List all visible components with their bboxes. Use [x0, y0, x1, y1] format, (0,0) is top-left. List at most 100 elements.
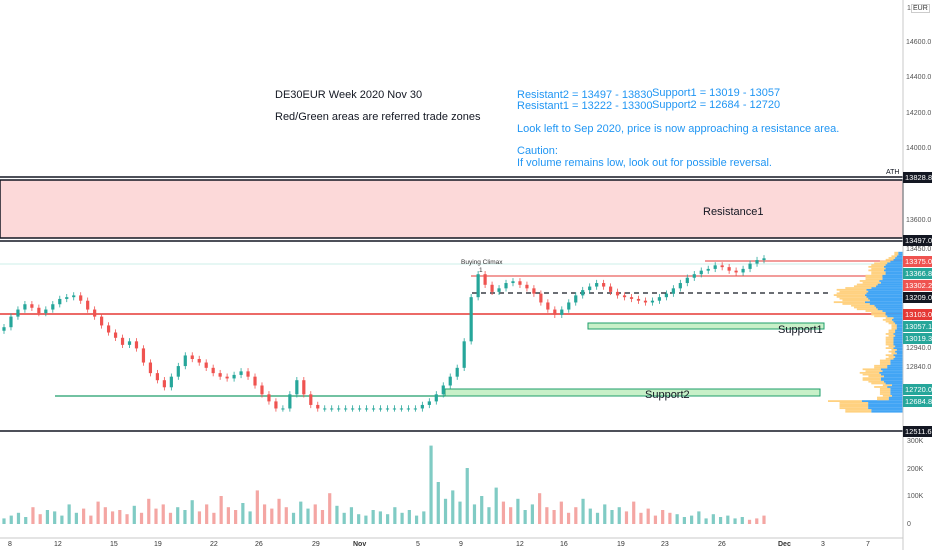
profile-bar-down: [879, 363, 891, 365]
profile-bar-up: [893, 341, 903, 344]
profile-bar-down: [882, 394, 892, 397]
profile-bar-up: [891, 384, 903, 387]
profile-bar-down: [836, 295, 867, 298]
profile-bar-up: [885, 267, 903, 270]
profile-bar-up: [893, 343, 903, 346]
profile-bar-down: [839, 401, 869, 404]
profile-bar-down: [856, 308, 878, 311]
x-tick: 7: [866, 541, 870, 548]
volume-bar: [255, 490, 259, 524]
profile-bar-up: [893, 333, 903, 335]
profile-bar-up: [891, 318, 903, 321]
candle-body: [364, 408, 369, 410]
candle-body: [511, 281, 515, 284]
candle-body: [650, 300, 655, 303]
profile-bar-down: [874, 315, 888, 318]
profile-bar-down: [879, 389, 891, 392]
profile-bar-up: [864, 294, 903, 296]
candle-body: [490, 284, 494, 292]
volume-bar: [299, 501, 303, 524]
profile-bar-up: [895, 350, 903, 353]
volume-bar: [313, 504, 317, 524]
candle-body: [685, 277, 689, 284]
volume-bar: [219, 496, 223, 524]
candle-body: [483, 274, 487, 285]
profile-bar-up: [882, 274, 903, 277]
profile-bar-up: [880, 281, 903, 284]
resistant2-text: Resistant2 = 13497 - 13830: [517, 89, 653, 101]
candle-body: [23, 304, 27, 310]
profile-bar-down: [882, 318, 892, 321]
candle-body: [169, 376, 173, 388]
profile-bar-down: [885, 343, 894, 346]
price-badge-support1-high: 13057.1: [903, 321, 932, 332]
profile-bar-down: [856, 283, 878, 286]
price-tick: 12940.0: [906, 345, 931, 352]
profile-bar-up: [896, 326, 903, 328]
volume-bar: [154, 508, 158, 524]
profile-bar-up: [885, 313, 903, 316]
profile-bar-down: [879, 361, 891, 364]
profile-bar-down: [888, 329, 896, 332]
top-tick: 1: [907, 5, 911, 12]
candle-body: [609, 286, 613, 292]
volume-bar: [168, 512, 173, 524]
volume-bar: [197, 511, 202, 524]
candle-body: [602, 283, 606, 287]
candle-body: [518, 281, 522, 285]
profile-bar-down: [836, 292, 867, 295]
candle-body: [622, 295, 627, 298]
candle-body: [406, 408, 411, 410]
candle-body: [476, 274, 480, 298]
volume-bar: [624, 511, 629, 524]
volume-bar: [9, 515, 13, 524]
profile-bar-up: [895, 345, 903, 348]
candle-body: [225, 376, 229, 379]
profile-bar-down: [862, 373, 881, 376]
profile-bar-down: [885, 341, 894, 344]
candle-body: [399, 408, 404, 410]
volume-bar: [443, 498, 448, 524]
volume-bar: [31, 507, 35, 524]
profile-bar-down: [891, 327, 897, 330]
candle-body: [539, 293, 543, 303]
volume-bar: [682, 517, 686, 524]
support1-zone: [587, 322, 825, 330]
volume-tick: 100K: [907, 493, 924, 500]
candle-body: [497, 288, 501, 292]
candle-body: [58, 298, 62, 305]
candle-body: [664, 293, 668, 298]
profile-bar-up: [890, 393, 903, 395]
candle-body: [183, 355, 187, 367]
volume-bar: [574, 507, 578, 524]
candle-body: [16, 309, 20, 317]
profile-bar-down: [871, 264, 886, 266]
volume-bar: [726, 515, 730, 524]
volume-bar: [212, 512, 216, 524]
profile-bar-down: [842, 299, 870, 302]
candle-body: [351, 408, 355, 410]
candle-body: [455, 367, 459, 377]
profile-bar-up: [890, 361, 903, 364]
profile-bar-down: [865, 278, 883, 281]
candle-body: [218, 373, 222, 377]
x-tick: Nov: [353, 541, 366, 548]
volume-bar: [2, 518, 6, 524]
buying-climax-label: Buying Climax: [461, 259, 503, 266]
volume-bar: [588, 508, 592, 524]
candle-body: [371, 408, 376, 410]
x-tick: 16: [560, 541, 568, 548]
profile-bar-down: [888, 331, 896, 334]
profile-bar-up: [893, 338, 903, 341]
volume-bar: [668, 512, 672, 524]
volume-bar: [241, 503, 245, 524]
volume-bar: [306, 508, 310, 524]
x-tick: 12: [54, 541, 62, 548]
profile-bar-up: [879, 371, 903, 374]
price-badge-high: 13375.0: [903, 256, 932, 267]
profile-bar-down: [853, 285, 877, 288]
profile-bar-up: [895, 356, 903, 358]
note-text: Look left to Sep 2020, price is now appr…: [517, 123, 840, 135]
profile-bar-up: [887, 386, 903, 388]
